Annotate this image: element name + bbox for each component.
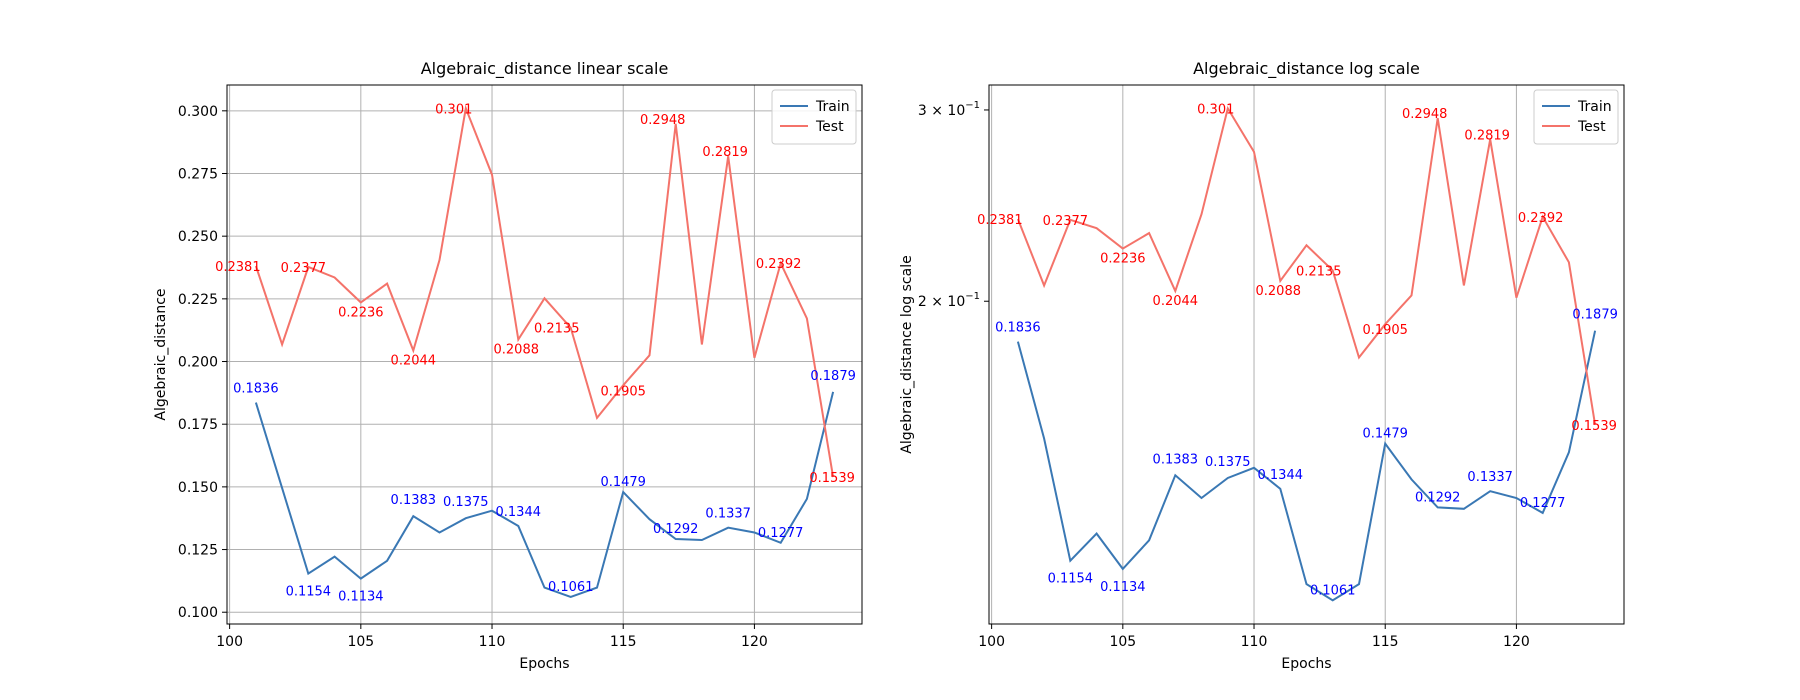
x-tick-label: 105: [347, 634, 374, 650]
x-tick-label: 105: [1109, 634, 1136, 650]
data-label-train: 0.1344: [1258, 468, 1304, 483]
data-label-test: 0.2088: [1256, 284, 1302, 299]
data-label-train: 0.1337: [1467, 470, 1513, 485]
x-tick-label: 100: [978, 634, 1005, 650]
data-label-train: 0.1479: [600, 475, 646, 490]
data-label-train: 0.1879: [1572, 308, 1618, 323]
x-tick-label: 115: [610, 634, 637, 650]
data-label-train: 0.1375: [1205, 455, 1251, 470]
series-line-train: [254, 391, 835, 598]
y-tick-label: 0.275: [178, 166, 218, 182]
y-tick-label: 3 × 10−1: [918, 100, 980, 119]
data-label-test: 0.2135: [1296, 264, 1342, 279]
axes-frame: [226, 84, 863, 625]
legend-label-train: Train: [1577, 99, 1612, 115]
legend-label-test: Test: [1577, 119, 1606, 135]
data-label-train: 0.1061: [548, 580, 594, 595]
legend-label-test: Test: [815, 119, 844, 135]
data-label-train: 0.1292: [1415, 490, 1461, 505]
data-label-train: 0.1383: [391, 493, 437, 508]
y-tick-label: 0.125: [178, 543, 218, 559]
data-label-test: 0.2819: [1464, 128, 1510, 143]
data-label-train: 0.1836: [233, 382, 279, 397]
y-tick-label: 0.300: [178, 104, 218, 120]
data-label-train: 0.1375: [443, 495, 489, 510]
data-label-train: 0.1479: [1362, 427, 1408, 442]
legend: Train Test: [1533, 89, 1619, 145]
axes-frame: [988, 84, 1625, 625]
data-label-test: 0.2948: [640, 113, 686, 128]
data-label-train: 0.1383: [1153, 452, 1199, 467]
x-tick-label: 120: [741, 634, 768, 650]
data-label-train: 0.1277: [758, 526, 804, 541]
x-axis-label: Epochs: [519, 656, 569, 672]
chart-panel-linear: 100 105 110 115 120 0.100 0.125 0.150 0.175 0.200…: [153, 59, 863, 672]
legend-label-train: Train: [815, 99, 850, 115]
data-label-test: 0.2377: [281, 261, 327, 276]
data-label-test: 0.301: [1197, 102, 1234, 117]
data-label-train: 0.1337: [705, 507, 751, 522]
x-tick-label: 100: [216, 634, 243, 650]
y-tick-mantissa: 3 × 10: [918, 103, 965, 119]
data-label-test: 0.2381: [977, 213, 1023, 228]
data-label-test: 0.2819: [702, 145, 748, 160]
data-label-train: 0.1836: [995, 321, 1041, 336]
data-label-train: 0.1277: [1520, 496, 1566, 511]
legend: Train Test: [771, 89, 857, 145]
chart-title: Algebraic_distance linear scale: [421, 59, 669, 79]
data-label-test: 0.2044: [1153, 294, 1199, 309]
legend-box: [771, 89, 857, 145]
y-axis-label: Algebraic_distance: [153, 288, 169, 420]
data-label-train: 0.1154: [1048, 572, 1094, 587]
data-label-test: 0.2044: [391, 353, 437, 368]
y-tick-label: 0.100: [178, 605, 218, 621]
x-tick-label: 120: [1503, 634, 1530, 650]
data-label-test: 0.1539: [809, 471, 855, 486]
data-label-train: 0.1292: [653, 522, 699, 537]
data-label-train: 0.1879: [810, 369, 856, 384]
data-label-test: 0.2392: [756, 257, 802, 272]
data-label-test: 0.2377: [1043, 214, 1089, 229]
data-label-test: 0.1905: [1362, 323, 1408, 338]
chart-title: Algebraic_distance log scale: [1193, 59, 1420, 79]
series-line-test: [1016, 105, 1597, 425]
data-label-test: 0.2135: [534, 322, 580, 337]
data-label-train: 0.1061: [1310, 583, 1356, 598]
data-label-train: 0.1344: [496, 505, 542, 520]
y-tick-label: 0.250: [178, 229, 218, 245]
y-tick-label: 0.150: [178, 480, 218, 496]
y-axis-label: Algebraic_distance log scale: [899, 255, 915, 453]
data-label-test: 0.1905: [600, 384, 646, 399]
data-label-train: 0.1154: [286, 585, 332, 600]
data-label-train: 0.1134: [338, 590, 384, 605]
y-tick-mantissa: 2 × 10: [918, 294, 965, 310]
data-label-test: 0.301: [435, 102, 472, 117]
data-label-test: 0.2088: [494, 342, 540, 357]
data-label-test: 0.2948: [1402, 107, 1448, 122]
data-label-test: 0.2392: [1518, 211, 1564, 226]
y-tick-label: 0.175: [178, 417, 218, 433]
y-tick-exponent: −1: [965, 291, 980, 302]
series-line-train: [1016, 330, 1597, 602]
y-tick-exponent: −1: [965, 100, 980, 111]
data-label-test: 0.2381: [215, 260, 261, 275]
x-tick-label: 115: [1372, 634, 1399, 650]
series-line-test: [254, 104, 835, 478]
x-tick-label: 110: [479, 634, 506, 650]
data-label-test: 0.2236: [1100, 252, 1146, 267]
y-tick-label: 0.200: [178, 355, 218, 371]
x-axis-label: Epochs: [1281, 656, 1331, 672]
y-tick-label: 2 × 10−1: [918, 291, 980, 310]
data-label-train: 0.1134: [1100, 580, 1146, 595]
y-tick-label: 0.225: [178, 292, 218, 308]
legend-box: [1533, 89, 1619, 145]
data-label-test: 0.1539: [1571, 419, 1617, 434]
x-tick-label: 110: [1241, 634, 1268, 650]
data-label-test: 0.2236: [338, 305, 384, 320]
